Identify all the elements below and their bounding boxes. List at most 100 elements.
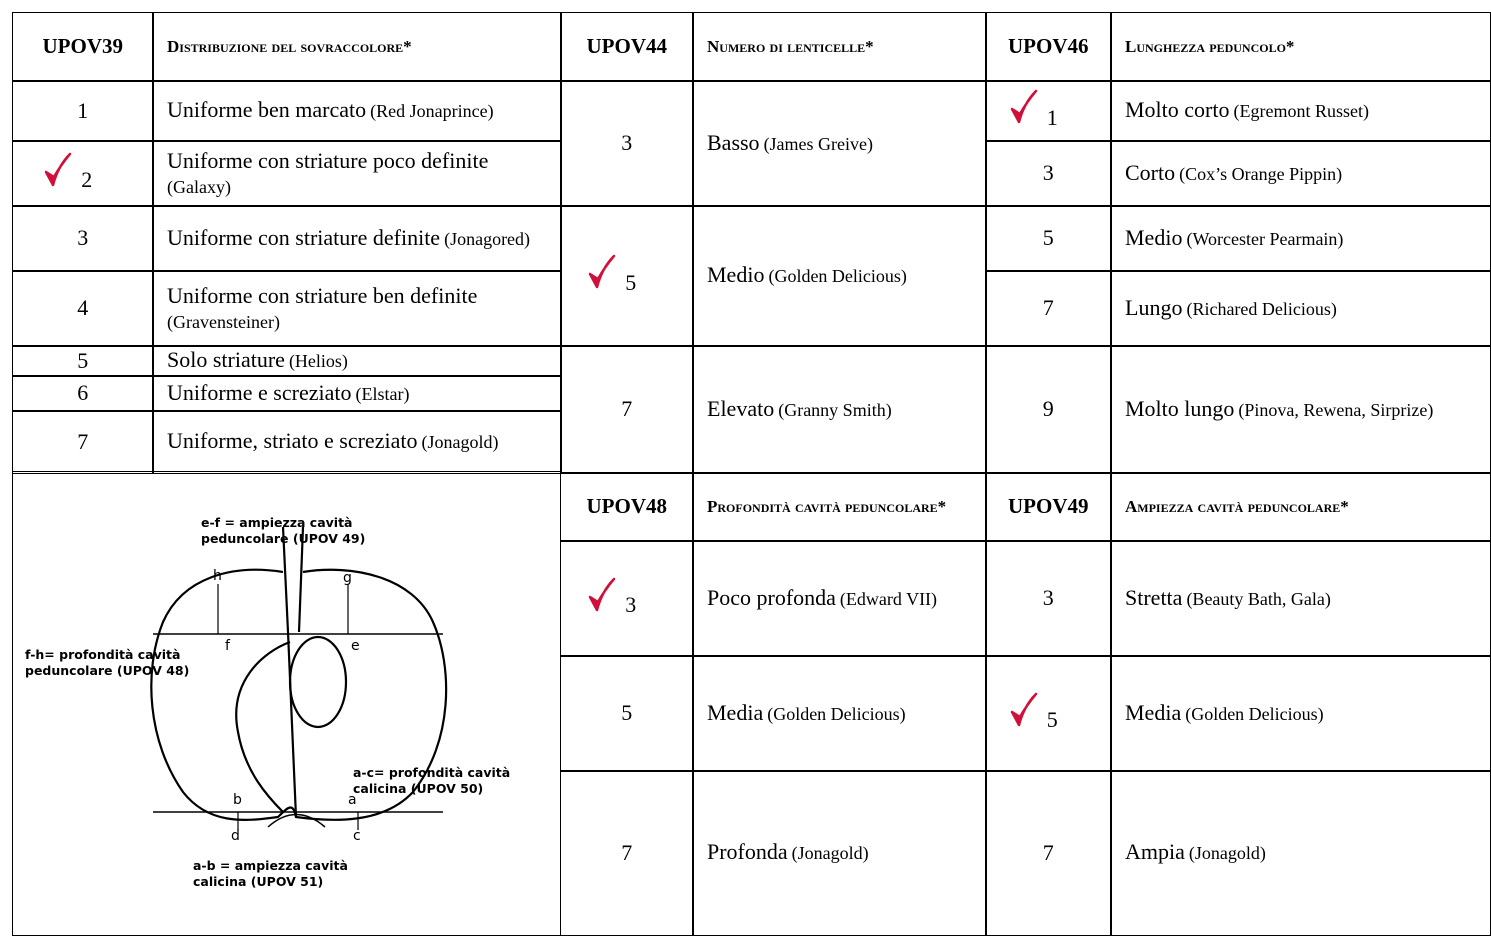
diagram-letter: d (231, 828, 240, 844)
code-cell: 6 (12, 375, 154, 412)
reference-variety: (Helios) (288, 351, 348, 372)
reference-variety: (Pinova, Rewena, Sirprize) (1238, 399, 1434, 420)
description-text: Uniforme con striature ben definite (167, 283, 478, 309)
description: Lungo (Richared Delicious) (1125, 294, 1337, 323)
description-cell: Uniforme, striato e screziato (Jonagold) (152, 410, 562, 474)
description-text: Stretta (1125, 584, 1183, 610)
code-cell: 4 (12, 270, 154, 347)
description-text: Corto (1125, 159, 1176, 185)
description-text: Uniforme e screziato (167, 379, 352, 405)
description-text: Uniforme con striature definite (167, 224, 441, 250)
description: Molto corto (Egremont Russet) (1125, 96, 1369, 125)
reference-variety: (Elstar) (355, 383, 410, 404)
code-value: 7 (77, 428, 89, 454)
code-cell: 1 (985, 80, 1112, 142)
description-cell: Medio (Worcester Pearmain) (1110, 205, 1491, 272)
description: Uniforme con striature ben definite (Gra… (167, 282, 553, 334)
header-title: Ampiezza cavità peduncolare* (1110, 472, 1491, 542)
code-value: 1 (1046, 104, 1058, 130)
code-value: 7 (621, 396, 633, 422)
description: Profonda (Jonagold) (707, 838, 869, 867)
description-cell: Uniforme con striature poco definite (Ga… (152, 140, 562, 207)
code-value: 5 (625, 269, 637, 295)
description: Basso (James Greive) (707, 129, 873, 158)
description: Uniforme con striature poco definite (Ga… (167, 147, 553, 199)
description-text: Lungo (1125, 294, 1183, 320)
description-cell: Stretta (Beauty Bath, Gala) (1110, 540, 1491, 657)
description: Medio (Worcester Pearmain) (1125, 224, 1343, 253)
code-cell: 5 (560, 205, 694, 347)
code-value: 9 (1042, 396, 1054, 422)
reference-variety: (Jonagold) (791, 843, 869, 864)
description-cell: Molto corto (Egremont Russet) (1110, 80, 1491, 142)
description: Elevato (Granny Smith) (707, 395, 892, 424)
diagram-label: calicina (UPOV 51) (193, 874, 323, 889)
diagram-letter: f (225, 638, 231, 654)
reference-variety: (Jonagored) (444, 228, 531, 249)
code-cell: 2 (12, 140, 154, 207)
description-cell: Basso (James Greive) (692, 80, 987, 207)
diagram-label: a-c= profondità cavità (353, 765, 510, 780)
code-cell: 5 (560, 655, 694, 772)
code-cell: 9 (985, 345, 1112, 474)
reference-variety: (Jonagold) (421, 432, 499, 453)
code-cell: 5 (985, 205, 1112, 272)
diagram-label: peduncolare (UPOV 49) (201, 531, 365, 546)
code-value: 3 (77, 225, 89, 251)
reference-variety: (Golden Delicious) (768, 266, 907, 287)
description-cell: Lungo (Richared Delicious) (1110, 270, 1491, 347)
code-cell: 7 (985, 770, 1112, 936)
diagram-label: e-f = ampiezza cavità (201, 515, 352, 530)
description: Media (Golden Delicious) (707, 699, 906, 728)
header-code: UPOV44 (560, 12, 694, 82)
description: Uniforme con striature definite (Jonagor… (167, 224, 530, 253)
description-text: Medio (707, 262, 765, 288)
code-cell: 1 (12, 80, 154, 142)
description-text: Uniforme, striato e screziato (167, 428, 418, 454)
header-code: UPOV39 (12, 12, 154, 82)
reference-variety: (Red Jonaprince) (370, 101, 494, 122)
diagram-cell: e-f = ampiezza cavità peduncolare (UPOV 4… (12, 471, 561, 936)
description: Uniforme ben marcato (Red Jonaprince) (167, 96, 494, 125)
header-title: Distribuzione del sovraccolore* (152, 12, 562, 82)
header-code: UPOV48 (560, 472, 694, 542)
header-code: UPOV49 (985, 472, 1112, 542)
description-text: Elevato (707, 395, 775, 421)
description-cell: Solo striature (Helios) (152, 345, 562, 377)
description-cell: Profonda (Jonagold) (692, 770, 987, 936)
check-mark (1010, 89, 1037, 124)
code-cell: 3 (985, 540, 1112, 657)
description-text: Basso (707, 129, 760, 155)
description-cell: Molto lungo (Pinova, Rewena, Sirprize) (1110, 345, 1491, 474)
description: Corto (Cox’s Orange Pippin) (1125, 159, 1342, 188)
description-text: Uniforme con striature poco definite (167, 148, 489, 174)
code-value: 5 (77, 347, 89, 373)
code-cell: 7 (560, 770, 694, 936)
code-value: 3 (621, 130, 633, 156)
description: Uniforme, striato e screziato (Jonagold) (167, 427, 498, 456)
code-cell: 7 (12, 410, 154, 474)
description-cell: Media (Golden Delicious) (692, 655, 987, 772)
code-value: 2 (81, 167, 93, 193)
diagram-letter: b (233, 792, 242, 808)
reference-variety: (Golden Delicious) (767, 703, 906, 724)
diagram-label: a-b = ampiezza cavità (193, 858, 348, 873)
description: Molto lungo (Pinova, Rewena, Sirprize) (1125, 395, 1433, 424)
description-text: Solo striature (167, 347, 285, 373)
code-cell: 3 (12, 205, 154, 272)
description-text: Medio (1125, 224, 1183, 250)
code-cell: 3 (560, 540, 694, 657)
check-mark (44, 152, 72, 186)
code-value: 3 (1042, 585, 1054, 611)
check-mark (1010, 692, 1037, 726)
reference-variety: (Worcester Pearmain) (1186, 228, 1344, 249)
code-cell: 7 (560, 345, 694, 474)
description: Poco profonda (Edward VII) (707, 584, 937, 613)
code-value: 7 (1042, 295, 1054, 321)
description-cell: Uniforme e screziato (Elstar) (152, 375, 562, 412)
diagram-label: calicina (UPOV 50) (353, 781, 483, 796)
code-value: 5 (1042, 225, 1054, 251)
code-value: 7 (621, 839, 633, 865)
code-value: 5 (1046, 707, 1058, 733)
